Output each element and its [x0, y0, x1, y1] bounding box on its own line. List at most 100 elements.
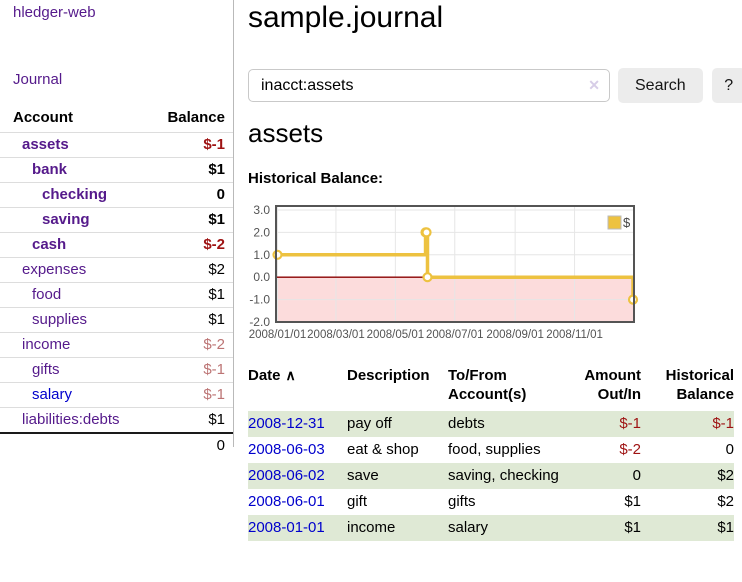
register-date-cell: 2008-01-01	[248, 515, 347, 541]
register-date-cell: 2008-12-31	[248, 411, 347, 437]
register-header-amount: Amount Out/In	[584, 367, 641, 403]
register-row: 2008-06-01 gift gifts $1 $2	[248, 489, 734, 515]
register-date-link[interactable]: 2008-12-31	[248, 415, 325, 432]
register-description-cell: eat & shop	[347, 441, 419, 458]
data-point-marker	[422, 272, 433, 283]
account-link[interactable]: saving	[42, 211, 90, 228]
account-balance: $-1	[148, 357, 233, 383]
register-description-cell: income	[347, 519, 396, 536]
register-row: 2008-06-02 save saving, checking 0 $2	[248, 463, 734, 489]
accounts-header-balance: Balance	[167, 109, 225, 126]
nav-journal-link[interactable]: Journal	[13, 71, 63, 88]
register-amount-cell: $1	[624, 519, 641, 536]
y-axis-tick-label: -2.0	[249, 315, 270, 329]
register-description-cell: save	[347, 467, 379, 484]
register-row: 2008-06-03 eat & shop food, supplies $-2 0	[248, 437, 734, 463]
accounts-header-row: Account Balance	[0, 104, 233, 133]
brand-link[interactable]: hledger-web	[13, 4, 96, 21]
account-row: liabilities:debts $1	[0, 407, 233, 433]
register-header-accounts: To/From Account(s)	[448, 367, 527, 403]
register-date-link[interactable]: 2008-06-03	[248, 441, 325, 458]
account-link[interactable]: supplies	[32, 311, 88, 328]
y-axis-tick-label: -1.0	[249, 293, 270, 307]
account-row: income $-2	[0, 332, 233, 358]
accounts-total-balance: 0	[148, 432, 233, 458]
search-input-wrap: ✕	[248, 69, 610, 102]
register-header-date[interactable]: Date ∧	[248, 367, 296, 384]
account-link[interactable]: gifts	[32, 361, 60, 378]
account-balance: $-1	[148, 132, 233, 158]
accounts-table: Account Balance assets $-1 bank $1 checking 0…	[0, 104, 233, 458]
register-header-description: Description	[347, 367, 430, 384]
register-date-link[interactable]: 2008-01-01	[248, 519, 325, 536]
search-form: ✕ Search ?	[248, 68, 742, 103]
account-link[interactable]: income	[22, 336, 71, 353]
account-balance: $1	[148, 282, 233, 308]
x-axis-tick-label: 2008/01/01	[249, 329, 307, 341]
register-description-cell: gift	[347, 493, 368, 510]
register-header-balance: Historical Balance	[665, 367, 734, 403]
register-date-link[interactable]: 2008-06-02	[248, 467, 325, 484]
chart-heading: Historical Balance:	[248, 170, 384, 187]
register-date-cell: 2008-06-02	[248, 463, 347, 489]
x-axis-tick-label: 2008/05/01	[367, 329, 425, 341]
help-button[interactable]: ?	[711, 68, 742, 103]
register-amount-cell: $-2	[619, 441, 641, 458]
account-row: cash $-2	[0, 232, 233, 258]
register-balance-cell: 0	[725, 441, 734, 458]
register-amount-cell: $1	[624, 493, 641, 510]
account-title: assets	[248, 118, 324, 148]
register-accounts-cell: saving, checking	[448, 467, 559, 484]
page-title: sample.journal	[248, 1, 444, 34]
account-balance: $1	[148, 307, 233, 333]
account-link[interactable]: bank	[32, 161, 68, 178]
register-date-cell: 2008-06-03	[248, 437, 347, 463]
account-link[interactable]: checking	[42, 186, 108, 203]
register-balance-cell: $2	[717, 467, 734, 484]
plot-border	[275, 205, 635, 323]
clear-search-icon[interactable]: ✕	[588, 77, 600, 93]
register-table: Date ∧ Description To/From Account(s) Amo…	[248, 362, 734, 541]
x-axis-tick-label: 2008/03/01	[307, 329, 365, 341]
account-row: gifts $-1	[0, 357, 233, 383]
register-accounts-cell: debts	[448, 415, 485, 432]
register-balance-cell: $2	[717, 493, 734, 510]
register-balance-cell: $1	[717, 519, 734, 536]
account-row: saving $1	[0, 207, 233, 233]
account-row: salary $-1	[0, 382, 233, 408]
register-accounts-cell: salary	[448, 519, 489, 536]
y-axis-tick-label: 0.0	[253, 270, 270, 284]
register-accounts-cell: food, supplies	[448, 441, 541, 458]
account-link[interactable]: salary	[32, 386, 73, 403]
accounts-total-row: 0	[0, 432, 233, 458]
account-balance: $-2	[148, 332, 233, 358]
account-row: expenses $2	[0, 257, 233, 283]
account-balance: $-1	[148, 382, 233, 408]
account-link[interactable]: food	[32, 286, 62, 303]
account-link[interactable]: liabilities:debts	[22, 411, 120, 428]
register-header-row: Date ∧ Description To/From Account(s) Amo…	[248, 362, 734, 411]
search-input[interactable]	[248, 69, 610, 102]
legend-label: $	[623, 215, 631, 230]
data-point-marker	[272, 249, 283, 260]
sidebar: hledger-web Journal Account Balance asse…	[0, 0, 234, 458]
sort-ascending-icon: ∧	[285, 367, 296, 383]
register-amount-cell: 0	[632, 467, 641, 484]
y-axis-tick-label: 1.0	[253, 248, 270, 262]
account-row: assets $-1	[0, 132, 233, 158]
account-link[interactable]: assets	[22, 136, 69, 153]
account-link[interactable]: cash	[32, 236, 67, 253]
register-date-cell: 2008-06-01	[248, 489, 347, 515]
x-axis-tick-label: 2008/07/01	[426, 329, 484, 341]
register-amount-cell: $-1	[619, 415, 641, 432]
account-row: food $1	[0, 282, 233, 308]
register-date-link[interactable]: 2008-06-01	[248, 493, 325, 510]
account-row: bank $1	[0, 157, 233, 183]
register-description-cell: pay off	[347, 415, 392, 432]
y-axis-tick-label: 2.0	[253, 225, 270, 239]
register-row: 2008-12-31 pay off debts $-1 $-1	[248, 411, 734, 437]
account-link[interactable]: expenses	[22, 261, 87, 278]
search-button[interactable]: Search	[618, 68, 703, 103]
account-row: supplies $1	[0, 307, 233, 333]
